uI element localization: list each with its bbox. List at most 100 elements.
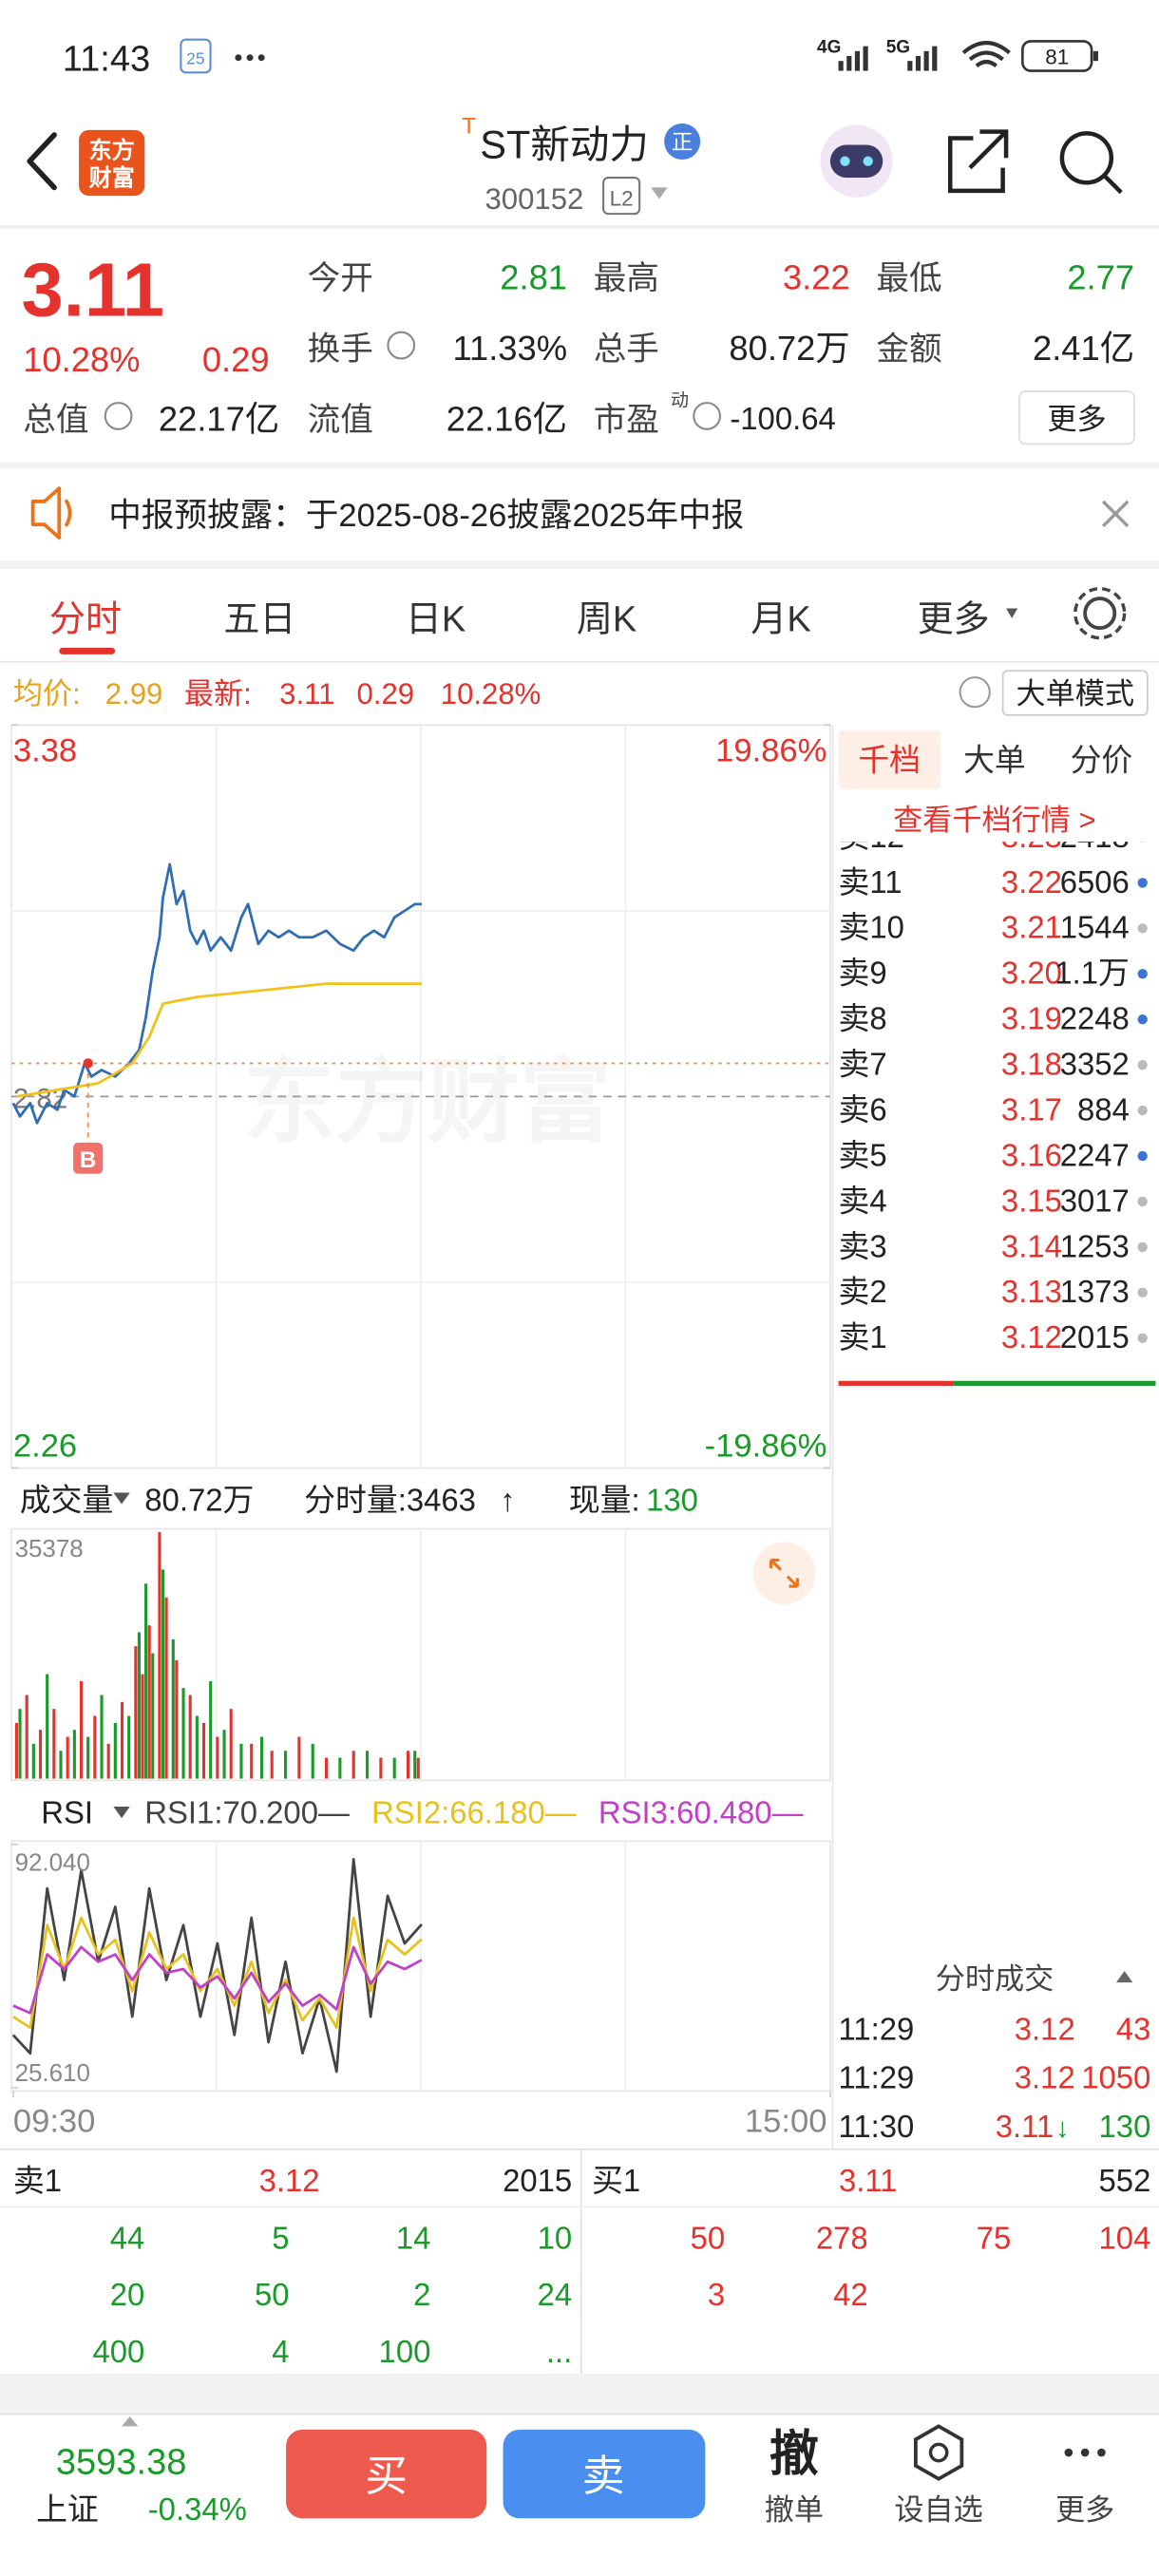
index-name[interactable]: 上证 bbox=[36, 2491, 99, 2527]
logo-text[interactable]: 财富 bbox=[88, 165, 134, 192]
book-price: 3.16 bbox=[1001, 1137, 1062, 1172]
more-label[interactable]: 更多 bbox=[1047, 403, 1106, 436]
index-value[interactable]: 3593.38 bbox=[56, 2443, 187, 2483]
sell-button[interactable] bbox=[503, 2429, 706, 2519]
queue-order: 44 bbox=[110, 2220, 145, 2255]
cancel-label[interactable]: 撤单 bbox=[765, 2493, 824, 2527]
volume-total: 80.72万 bbox=[144, 1482, 254, 1517]
more-icon[interactable] bbox=[1064, 2448, 1106, 2457]
tab[interactable]: 分时 bbox=[49, 600, 122, 640]
info-icon[interactable] bbox=[693, 402, 721, 430]
more-label[interactable]: 更多 bbox=[1055, 2493, 1114, 2527]
dropdown-arrow[interactable] bbox=[1006, 608, 1018, 618]
book-link[interactable]: 查看千档行情 > bbox=[893, 804, 1096, 837]
book-dot bbox=[1137, 1014, 1148, 1025]
queue-order: 42 bbox=[833, 2277, 868, 2312]
close-button[interactable] bbox=[1101, 500, 1130, 528]
stock-code: 300152 bbox=[484, 182, 583, 216]
volume-bar bbox=[144, 1583, 148, 1779]
watchlist-icon[interactable] bbox=[913, 2424, 964, 2481]
quote-label: 最低 bbox=[876, 261, 941, 297]
cancel-icon[interactable]: 撤 bbox=[770, 2427, 819, 2482]
info-icon[interactable] bbox=[104, 402, 133, 430]
separator bbox=[0, 2206, 1159, 2208]
tab[interactable]: 五日 bbox=[223, 600, 295, 640]
logo-text[interactable]: 东方 bbox=[88, 137, 134, 163]
book-price: 3.12 bbox=[1001, 1319, 1062, 1354]
book-dot bbox=[1137, 1105, 1148, 1116]
dropdown-arrow[interactable] bbox=[113, 1492, 130, 1505]
queue-order: ... bbox=[546, 2334, 572, 2369]
book-tab[interactable]: 大单 bbox=[963, 743, 1026, 778]
tab[interactable]: 月K bbox=[750, 600, 810, 640]
queue-order: 24 bbox=[538, 2277, 573, 2312]
book-dot bbox=[1137, 969, 1148, 979]
more-button[interactable] bbox=[1018, 390, 1135, 445]
tab[interactable]: 日K bbox=[406, 600, 466, 640]
clock: 11:43 bbox=[63, 40, 150, 80]
book-tab[interactable]: 分价 bbox=[1071, 743, 1133, 778]
back-button[interactable] bbox=[27, 132, 57, 191]
book-dot bbox=[1137, 878, 1148, 888]
handle-arrow bbox=[122, 2415, 139, 2427]
trade-price: 3.11 bbox=[996, 2109, 1054, 2144]
queue-order: 5 bbox=[272, 2220, 289, 2255]
volume-bar bbox=[59, 1751, 63, 1779]
book-price: 3.20 bbox=[1001, 956, 1062, 991]
book-tab[interactable]: 千档 bbox=[858, 743, 921, 778]
notice[interactable]: 中报预披露：于2025-08-26披露2025年中报 bbox=[108, 498, 744, 534]
volume-menu[interactable]: 成交量 bbox=[20, 1482, 114, 1517]
tab[interactable]: 周K bbox=[577, 600, 636, 640]
book-dot bbox=[1137, 1196, 1148, 1207]
quote-value: 22.16亿 bbox=[446, 400, 567, 439]
logo[interactable] bbox=[79, 129, 145, 197]
share-button[interactable] bbox=[947, 129, 1009, 194]
watchlist-icon-dot bbox=[928, 2442, 949, 2463]
series-line bbox=[11, 1857, 423, 2074]
buy-button[interactable] bbox=[286, 2429, 487, 2519]
trades-title[interactable]: 分时成交 bbox=[936, 1962, 1054, 1996]
volume-bar bbox=[66, 1736, 69, 1779]
queue-label: 卖1 bbox=[13, 2163, 62, 2198]
divider bbox=[580, 2150, 582, 2374]
buy-label[interactable]: 买 bbox=[365, 2452, 408, 2500]
volume-bar bbox=[161, 1569, 165, 1779]
queue-order: 104 bbox=[1099, 2220, 1151, 2255]
info-value: 3.11 bbox=[279, 677, 334, 710]
book-volume: 2418 bbox=[1060, 819, 1130, 854]
volume-bar bbox=[52, 1709, 56, 1779]
watchlist-label[interactable]: 设自选 bbox=[894, 2493, 982, 2527]
mode-button[interactable] bbox=[1001, 670, 1149, 716]
x-tick-label: 09:30 bbox=[13, 2104, 96, 2140]
book-dot bbox=[1140, 842, 1145, 843]
x-tick-label: 15:00 bbox=[745, 2104, 827, 2140]
tab[interactable]: 更多 bbox=[918, 600, 990, 640]
expand-button[interactable] bbox=[752, 1542, 816, 1605]
indicator-menu[interactable]: RSI bbox=[41, 1794, 93, 1829]
collapse-arrow[interactable] bbox=[1116, 1971, 1133, 1983]
book-dot bbox=[1137, 1241, 1148, 1253]
help-icon[interactable] bbox=[959, 676, 991, 709]
search-button[interactable] bbox=[1059, 131, 1114, 185]
volume-bar bbox=[338, 1757, 342, 1779]
series-line bbox=[12, 1916, 423, 2030]
mode-label[interactable]: 大单模式 bbox=[1016, 677, 1134, 710]
volume-bar bbox=[158, 1531, 162, 1779]
index-change[interactable]: -0.34% bbox=[148, 2491, 247, 2527]
volume-bar bbox=[413, 1751, 417, 1779]
rsi-tick-label: 25.610 bbox=[15, 2060, 90, 2087]
queue-price: 3.11 bbox=[839, 2163, 898, 2198]
legend-entry: RSI1:70.200— bbox=[144, 1794, 350, 1829]
dropdown-arrow[interactable] bbox=[113, 1806, 130, 1819]
settings-button[interactable] bbox=[1083, 597, 1117, 631]
dropdown-arrow[interactable] bbox=[651, 187, 668, 199]
sell-label[interactable]: 卖 bbox=[582, 2452, 625, 2500]
info-icon[interactable] bbox=[387, 331, 416, 360]
book-dot bbox=[1137, 923, 1148, 934]
volume-bar bbox=[38, 1730, 43, 1779]
calendar-day: 25 bbox=[186, 49, 204, 68]
rsi-tick-label: 92.040 bbox=[15, 1849, 90, 1876]
tick-arrow: ↑ bbox=[500, 1482, 515, 1517]
